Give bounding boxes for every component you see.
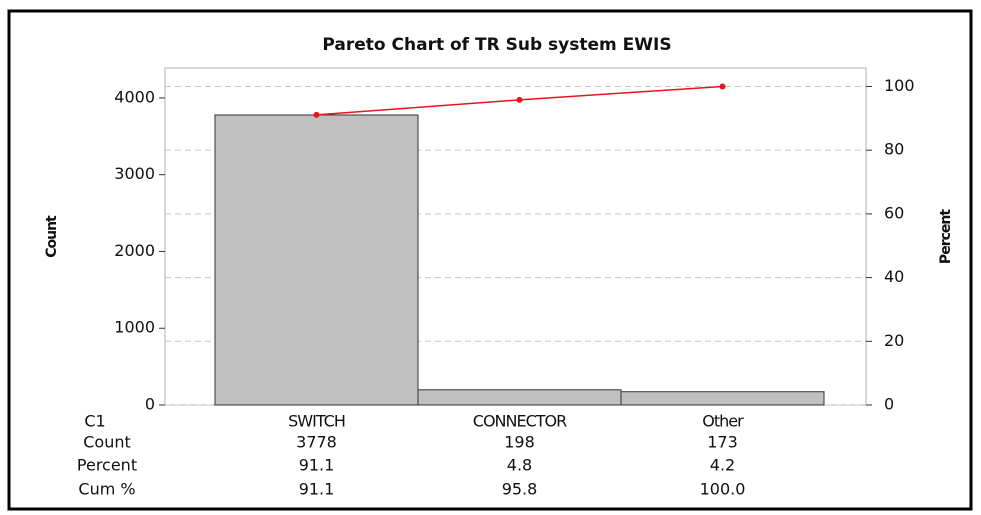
table-value: 173	[707, 433, 738, 452]
cum-point	[719, 83, 726, 90]
y-tick-label: 0	[145, 395, 155, 414]
table-value: 4.8	[507, 456, 532, 475]
y2-tick-label: 20	[884, 331, 904, 350]
y2-tick-label: 60	[884, 203, 904, 222]
y2-tick-label: 80	[884, 140, 904, 159]
table-value: 4.2	[710, 456, 735, 475]
table-value: 91.1	[299, 480, 335, 499]
y2-tick-label: 100	[884, 76, 915, 95]
y2-tick-label: 0	[884, 395, 894, 414]
table-value: 95.8	[502, 480, 538, 499]
row-label: Percent	[77, 456, 137, 475]
table-value: 100.0	[700, 480, 746, 499]
bar	[417, 389, 622, 406]
table-value: 3778	[296, 433, 337, 452]
row-label: Count	[83, 433, 131, 452]
y2-axis-label: Percent	[938, 209, 954, 264]
y2-tick-label: 40	[884, 267, 904, 286]
chart-title: Pareto Chart of TR Sub system EWIS	[322, 35, 671, 55]
y-axis-label: Count	[44, 215, 60, 258]
x-tick-label: CONNECTOR	[473, 412, 567, 431]
table-value: 91.1	[299, 456, 335, 475]
y-tick-label: 4000	[114, 87, 155, 106]
x-tick-label: SWITCH	[288, 412, 345, 431]
category-row-label: C1	[84, 412, 105, 431]
cum-point	[313, 111, 320, 118]
y-tick-label: 1000	[114, 318, 155, 337]
cum-point	[516, 96, 523, 103]
x-tick-label: Other	[702, 412, 744, 431]
bar	[214, 114, 419, 406]
y-tick-label: 3000	[114, 164, 155, 183]
bar	[620, 391, 825, 406]
y-tick-label: 2000	[114, 241, 155, 260]
table-value: 198	[504, 433, 535, 452]
row-label: Cum %	[78, 480, 135, 499]
